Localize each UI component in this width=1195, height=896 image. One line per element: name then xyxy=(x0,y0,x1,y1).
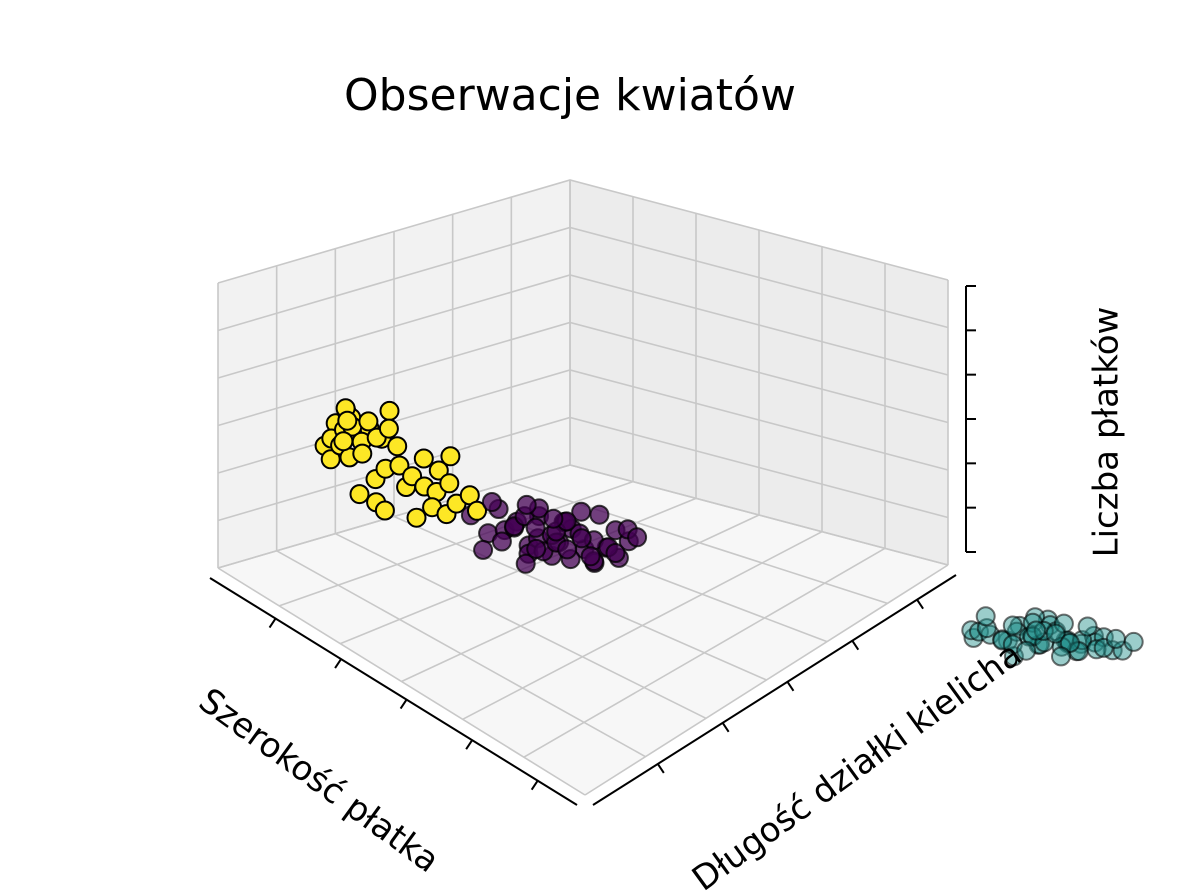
data-point xyxy=(349,484,370,505)
axis-panes xyxy=(218,180,948,795)
x-axis-tick xyxy=(465,739,473,750)
x-axis-tick xyxy=(268,617,277,629)
data-point xyxy=(992,630,1013,651)
data-point xyxy=(975,606,996,627)
data-point xyxy=(1105,628,1126,649)
data-point xyxy=(526,538,547,559)
data-point xyxy=(1086,639,1107,660)
data-point xyxy=(1026,620,1047,641)
x-axis-label: Szerokość płatka xyxy=(191,680,446,881)
data-point xyxy=(428,460,449,481)
y-axis-line xyxy=(592,574,957,806)
axis-ticks xyxy=(209,285,976,806)
y-axis-tick xyxy=(851,640,860,651)
data-point xyxy=(473,539,494,560)
x-axis-tick xyxy=(530,780,539,791)
data-point xyxy=(337,410,358,431)
data-point xyxy=(525,517,546,538)
data-point xyxy=(439,473,460,494)
y-axis-tick xyxy=(916,599,924,610)
data-point xyxy=(378,418,399,439)
data-point xyxy=(571,528,592,549)
data-point xyxy=(413,448,434,469)
z-axis-label: Liczba płatków xyxy=(1087,307,1127,558)
y-axis-tick xyxy=(721,722,730,733)
data-point xyxy=(1051,646,1071,667)
data-point xyxy=(1045,623,1066,644)
data-point xyxy=(1123,631,1144,652)
data-point xyxy=(543,508,564,529)
x-axis-line xyxy=(209,577,578,806)
data-point xyxy=(379,400,400,421)
data-point xyxy=(491,531,512,552)
data-point xyxy=(1002,615,1023,636)
data-point xyxy=(467,500,487,521)
grid-line xyxy=(511,481,888,605)
data-point xyxy=(605,543,626,563)
data-point xyxy=(352,443,373,464)
data-point xyxy=(333,431,354,452)
grid-line xyxy=(217,179,949,284)
y-axis-tick xyxy=(786,681,795,692)
data-point xyxy=(389,455,410,476)
data-point xyxy=(627,527,648,548)
data-point xyxy=(374,500,395,521)
data-point xyxy=(440,446,461,467)
chart-title: Obserwacje kwiatów xyxy=(344,70,796,121)
axis-grid xyxy=(217,179,949,796)
data-point xyxy=(557,539,578,560)
x-axis-tick xyxy=(399,699,408,710)
data-point xyxy=(515,553,536,574)
data-point xyxy=(589,504,610,525)
x-axis-tick xyxy=(334,658,342,669)
data-points xyxy=(314,398,1144,667)
data-point xyxy=(387,436,408,457)
data-point xyxy=(961,620,982,641)
data-point xyxy=(580,546,601,567)
data-point xyxy=(1077,616,1098,637)
floor-pane xyxy=(218,465,948,795)
data-point xyxy=(1016,640,1037,661)
data-point xyxy=(481,492,502,512)
data-point xyxy=(1033,620,1054,641)
data-point xyxy=(516,494,537,515)
y-axis-tick xyxy=(656,763,665,774)
data-point xyxy=(406,507,427,528)
data-point xyxy=(358,411,379,432)
